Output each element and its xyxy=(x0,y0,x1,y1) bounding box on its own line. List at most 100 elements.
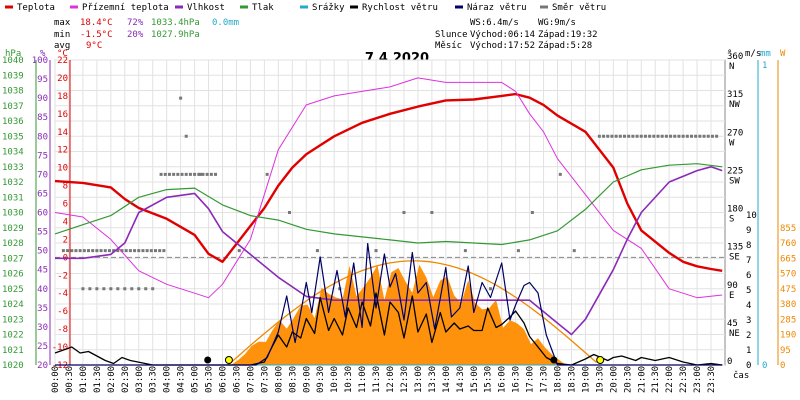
legend-label-1: Přízemní teplota xyxy=(82,3,169,13)
humidity-tick-5: 45 xyxy=(37,266,48,276)
direction-dot xyxy=(74,249,78,253)
direction-name-8: N xyxy=(729,62,734,72)
temperature-tick-4: -4 xyxy=(57,289,68,299)
direction-dot xyxy=(184,172,188,176)
humidity-tick-2: 30 xyxy=(37,323,48,333)
x-tick-44: 22:00 xyxy=(665,366,675,393)
x-tick-23: 11:30 xyxy=(372,366,382,393)
temperature-tick-7: 2 xyxy=(63,235,68,245)
wind-tick-6: 6 xyxy=(746,271,751,281)
direction-dot xyxy=(88,287,92,291)
stats-max-rain: 0.0mm xyxy=(212,18,239,28)
x-tick-26: 13:00 xyxy=(414,366,424,393)
wind-tick-3: 3 xyxy=(746,316,751,326)
direction-name-4: S xyxy=(729,215,734,225)
direction-dot xyxy=(180,172,184,176)
direction-dot xyxy=(635,134,639,138)
x-tick-37: 18:30 xyxy=(567,366,577,393)
legend-label-6: Náraz větru xyxy=(467,3,527,13)
direction-dot xyxy=(463,249,467,253)
direction-dot xyxy=(137,249,141,253)
direction-dot xyxy=(489,287,492,291)
x-tick-1: 00:30 xyxy=(65,366,75,393)
direction-dot xyxy=(151,287,155,291)
pressure-tick-15: 1035 xyxy=(2,132,24,142)
humidity-tick-14: 90 xyxy=(37,94,48,104)
x-tick-7: 03:30 xyxy=(149,366,159,393)
radiation-tick-3: 285 xyxy=(780,315,796,325)
direction-tick-7: 315 xyxy=(727,90,743,100)
pressure-tick-8: 1028 xyxy=(2,239,24,249)
pressure-tick-9: 1029 xyxy=(2,224,24,234)
stats-min-hum: 20% xyxy=(127,30,144,40)
direction-dot xyxy=(374,249,378,253)
rain-axis-unit: mm xyxy=(760,49,771,59)
x-tick-19: 09:30 xyxy=(316,366,326,393)
x-tick-5: 02:30 xyxy=(121,366,131,393)
direction-dot xyxy=(124,249,128,253)
sun-label: Slunce xyxy=(435,30,468,40)
humidity-tick-7: 55 xyxy=(37,228,48,238)
direction-dot xyxy=(402,211,406,214)
series-line-2 xyxy=(55,166,723,336)
pressure-tick-11: 1031 xyxy=(2,193,24,203)
radiation-axis-unit: W xyxy=(780,49,786,59)
direction-dot xyxy=(184,134,188,138)
direction-dot xyxy=(627,134,631,138)
direction-dot xyxy=(109,287,113,291)
direction-dot xyxy=(530,211,534,214)
direction-dot xyxy=(706,134,710,138)
x-tick-29: 14:30 xyxy=(456,366,466,393)
direction-dot xyxy=(694,134,698,138)
direction-dot xyxy=(430,211,434,214)
temperature-tick-1: -10 xyxy=(52,343,68,353)
pressure-tick-3: 1023 xyxy=(2,315,24,325)
x-tick-39: 19:30 xyxy=(595,366,605,393)
series-line-3 xyxy=(54,163,723,246)
wind-ws: WS:6.4m/s xyxy=(470,18,519,28)
direction-dot xyxy=(623,134,626,138)
direction-dot xyxy=(158,249,162,253)
wind-tick-2: 2 xyxy=(746,331,751,341)
radiation-tick-1: 95 xyxy=(780,346,791,356)
direction-dot xyxy=(81,287,85,291)
pressure-tick-16: 1036 xyxy=(2,117,24,127)
wind-tick-5: 5 xyxy=(746,286,751,296)
pressure-tick-6: 1026 xyxy=(2,270,24,280)
direction-dot xyxy=(154,249,157,253)
sunset-marker xyxy=(596,356,605,364)
direction-dot xyxy=(172,172,176,176)
x-tick-18: 09:00 xyxy=(302,366,312,393)
direction-dot xyxy=(685,134,689,138)
stats-avg-label: avg xyxy=(54,41,70,51)
pressure-tick-20: 1040 xyxy=(2,56,24,66)
x-tick-6: 03:00 xyxy=(135,366,145,393)
direction-dot xyxy=(95,249,99,253)
x-tick-21: 10:30 xyxy=(344,366,354,393)
direction-dot xyxy=(163,172,167,176)
wind-tick-1: 1 xyxy=(746,346,751,356)
direction-dot xyxy=(193,172,197,176)
temperature-tick-16: 20 xyxy=(57,74,68,84)
direction-dot xyxy=(145,249,149,253)
temperature-tick-5: -2 xyxy=(57,271,68,281)
wind-tick-8: 8 xyxy=(746,241,751,251)
direction-dot xyxy=(130,287,134,291)
x-tick-17: 08:30 xyxy=(288,366,298,393)
x-tick-10: 05:00 xyxy=(191,366,201,393)
x-tick-43: 21:30 xyxy=(651,366,661,393)
direction-dot xyxy=(673,134,677,138)
x-tick-0: 00:00 xyxy=(51,366,61,393)
humidity-tick-6: 50 xyxy=(37,247,48,257)
direction-tick-1: 45 xyxy=(727,319,738,329)
direction-dot xyxy=(597,134,601,138)
humidity-tick-11: 75 xyxy=(37,151,48,161)
wind-tick-9: 9 xyxy=(746,226,751,236)
direction-dot xyxy=(315,249,319,253)
direction-dot xyxy=(91,249,95,253)
temperature-tick-15: 18 xyxy=(57,92,68,102)
x-tick-42: 21:00 xyxy=(637,366,647,393)
direction-dot xyxy=(78,249,82,253)
sun-rise: Východ:06:14 xyxy=(470,30,535,40)
